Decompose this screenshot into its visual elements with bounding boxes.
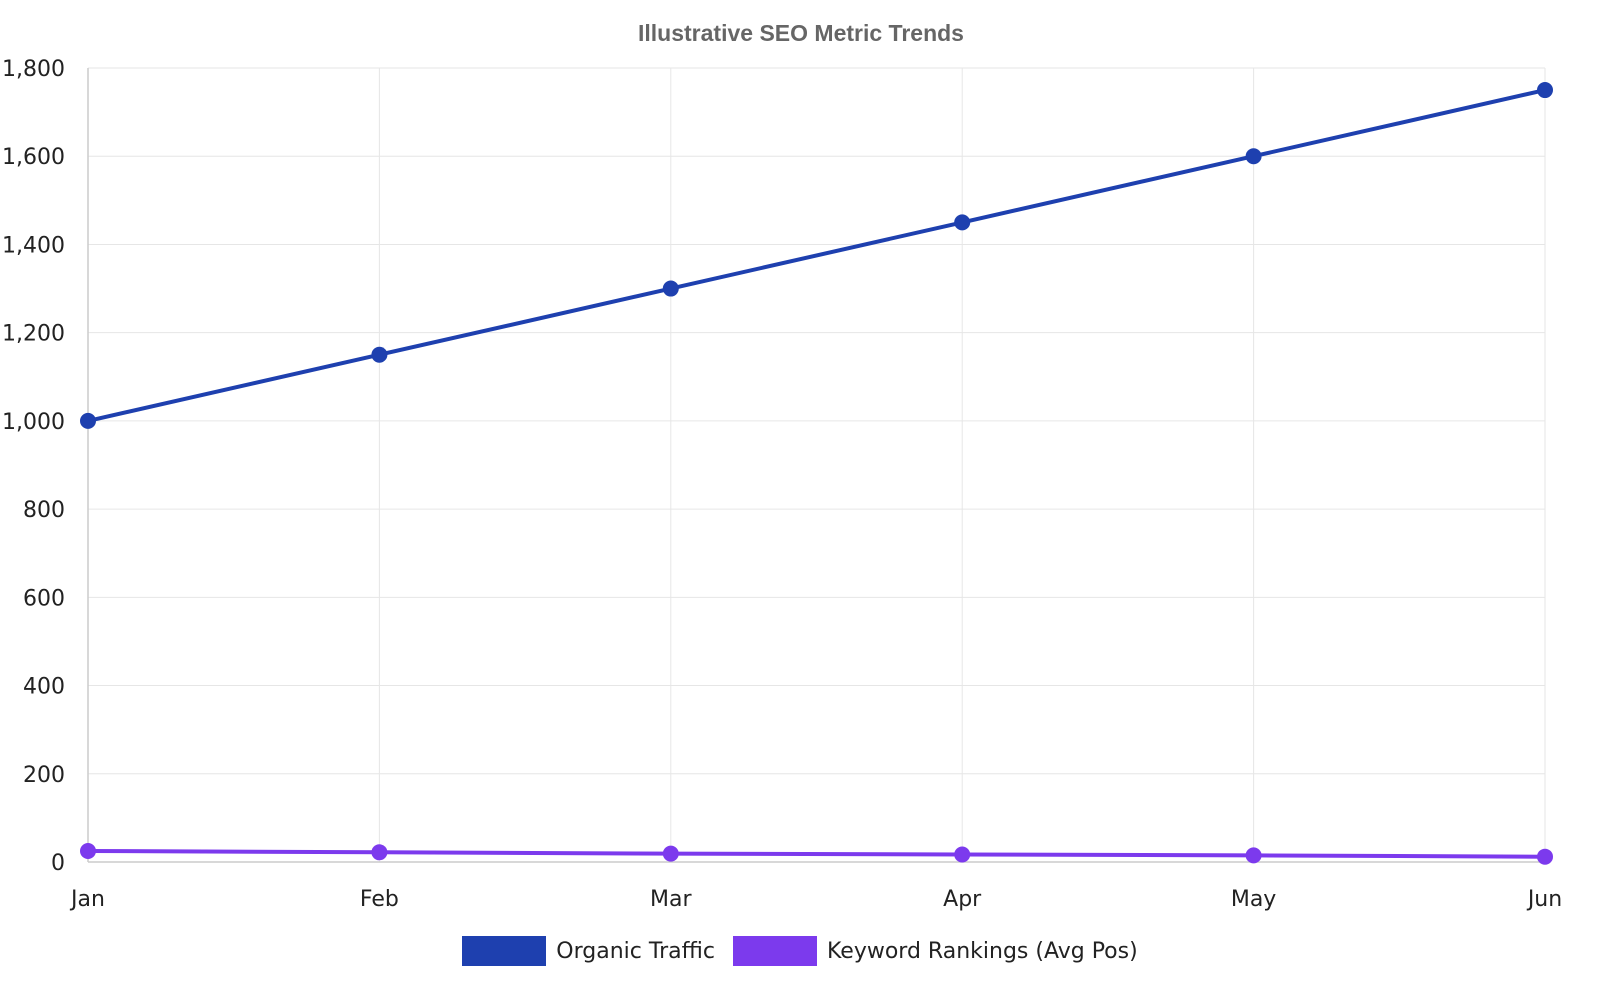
y-tick-label: 1,800 (2, 57, 65, 82)
x-axis-ticks: Jan Feb Mar Apr May Jun (69, 887, 1562, 912)
y-tick-label: 1,000 (2, 410, 65, 435)
data-point-keyword-rankings-avg-pos[interactable] (1537, 848, 1553, 865)
data-point-organic-traffic[interactable] (1537, 82, 1553, 99)
line-chart: Illustrative SEO Metric Trends 0 200 400 60… (2, 20, 1562, 912)
y-tick-label: 1,200 (2, 322, 65, 347)
data-point-organic-traffic[interactable] (954, 214, 971, 231)
legend-label-organic-traffic: Organic Traffic (556, 938, 715, 964)
x-tick-label: Feb (360, 887, 399, 912)
grid (88, 67, 1546, 862)
data-point-organic-traffic[interactable] (662, 280, 679, 297)
legend-swatch-keyword-rankings (732, 936, 817, 966)
y-tick-label: 1,400 (2, 233, 65, 258)
data-point-keyword-rankings-avg-pos[interactable] (371, 844, 388, 861)
data-point-keyword-rankings-avg-pos[interactable] (80, 842, 96, 859)
y-tick-label: 200 (23, 763, 65, 788)
data-point-organic-traffic[interactable] (371, 346, 388, 363)
series-line-organic-traffic (86, 88, 1547, 423)
series-line-keyword-rankings-avg-pos (86, 848, 1547, 859)
chart-title: Illustrative SEO Metric Trends (638, 20, 964, 46)
data-point-keyword-rankings-avg-pos[interactable] (662, 845, 679, 862)
legend: Organic Traffic Keyword Rankings (Avg Po… (0, 936, 1600, 966)
x-tick-label: Apr (943, 887, 982, 912)
y-tick-label: 1,600 (2, 145, 65, 170)
data-point-keyword-rankings-avg-pos[interactable] (954, 846, 971, 863)
y-tick-label: 800 (23, 498, 65, 523)
y-tick-label: 600 (23, 586, 65, 611)
legend-swatch-organic-traffic (462, 936, 547, 966)
x-tick-label: Mar (650, 887, 692, 912)
data-point-organic-traffic[interactable] (1245, 148, 1262, 165)
data-point-organic-traffic[interactable] (80, 412, 96, 429)
axes (87, 68, 1545, 863)
x-tick-label: May (1231, 887, 1276, 912)
x-tick-label: Jun (1526, 887, 1562, 912)
y-tick-label: 400 (23, 675, 65, 700)
data-point-keyword-rankings-avg-pos[interactable] (1245, 847, 1262, 864)
legend-item-keyword-rankings[interactable]: Keyword Rankings (Avg Pos) (732, 936, 1138, 966)
series (80, 82, 1553, 865)
legend-label-keyword-rankings: Keyword Rankings (Avg Pos) (826, 938, 1138, 964)
y-axis-ticks: 0 200 400 600 800 1,000 1,200 1,400 1,600 1,800 (2, 57, 65, 876)
legend-item-organic-traffic[interactable]: Organic Traffic (462, 936, 715, 966)
y-tick-label: 0 (51, 851, 65, 876)
x-tick-label: Jan (69, 887, 105, 912)
